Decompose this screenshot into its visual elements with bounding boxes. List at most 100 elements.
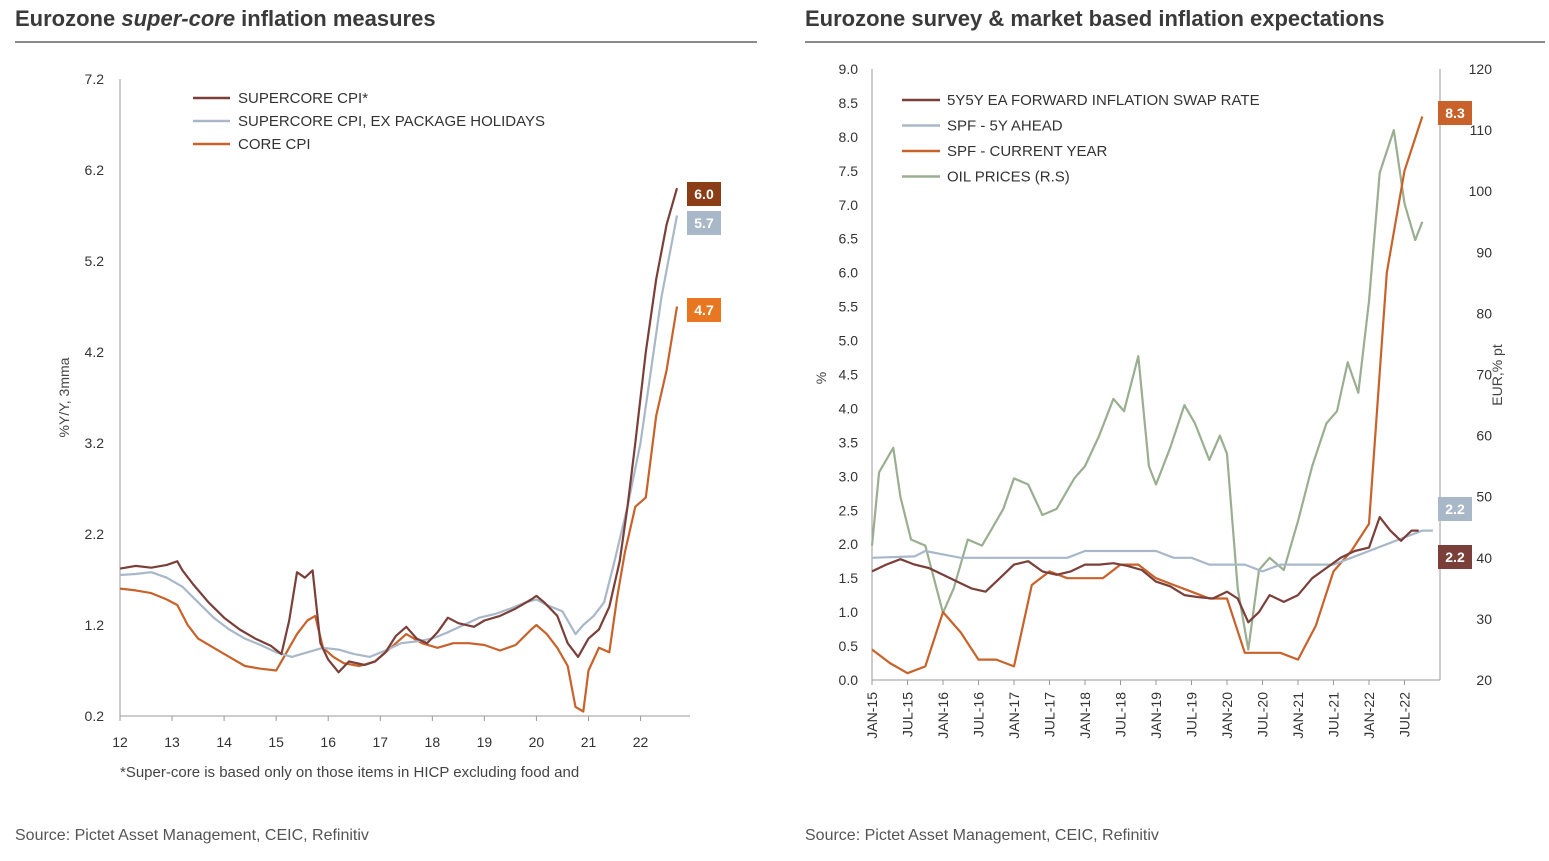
y2-tick-label: 100 bbox=[1469, 183, 1493, 199]
series-line-oil-prices-r-s bbox=[870, 129, 1424, 651]
y-tick-label: 9.0 bbox=[839, 61, 859, 77]
legend-label-spf-5y-ahead: SPF - 5Y AHEAD bbox=[947, 118, 1063, 135]
left-chart-title: Eurozone super-core inflation measures bbox=[15, 6, 436, 31]
y-tick-label: 8.0 bbox=[839, 129, 859, 145]
end-label-5y5y-ea-forward-inflation-swap-rate: 2.2 bbox=[1445, 549, 1465, 565]
x-tick-label: JAN-22 bbox=[1361, 692, 1377, 739]
y2-tick-label: 120 bbox=[1469, 61, 1493, 77]
legend-label-core-cpi: CORE CPI bbox=[238, 136, 311, 153]
end-label-spf-current-year: 8.3 bbox=[1445, 105, 1465, 121]
right-chart-title: Eurozone survey & market based inflation… bbox=[805, 6, 1385, 31]
end-label-supercore-cpi-box bbox=[687, 182, 721, 206]
y-tick-label: 4.2 bbox=[85, 344, 105, 360]
y-tick-label: 2.0 bbox=[839, 536, 859, 552]
series-line-core-cpi bbox=[119, 306, 679, 713]
y-tick-label: 0.5 bbox=[839, 638, 859, 654]
left-title-rule bbox=[15, 41, 757, 43]
x-tick-label: 12 bbox=[112, 734, 128, 750]
x-tick-label: 14 bbox=[216, 734, 232, 750]
series-line-supercore-cpi bbox=[119, 187, 679, 674]
y-tick-label: 1.5 bbox=[839, 570, 859, 586]
end-label-spf-5y-ahead: 2.2 bbox=[1445, 501, 1465, 517]
series-line-spf-5y-ahead bbox=[871, 529, 1433, 573]
series-line-spf-current-year bbox=[871, 116, 1424, 675]
y-tick-label: 6.5 bbox=[839, 231, 859, 247]
y-tick-label: 2.2 bbox=[85, 526, 105, 542]
y-tick-label: 2.5 bbox=[839, 502, 859, 518]
end-label-spf-5y-ahead-box bbox=[1438, 497, 1472, 521]
x-tick-label: 17 bbox=[372, 734, 388, 750]
y-tick-label: 5.2 bbox=[85, 253, 105, 269]
end-label-spf-current-year-box bbox=[1438, 101, 1472, 125]
y-tick-label: 5.0 bbox=[839, 333, 859, 349]
left-chart: 0.2 1.2 2.2 3.2 4.2 5.2 6.2 7.2 12 13 14 15 16 17 18 19… bbox=[56, 71, 721, 750]
y-tick-label: 3.0 bbox=[839, 468, 859, 484]
left-footnote: *Super-core is based only on those items… bbox=[120, 764, 580, 781]
y-tick-label: 7.0 bbox=[839, 197, 859, 213]
y2-tick-label: 80 bbox=[1476, 305, 1492, 321]
left-panel: Eurozone super-core inflation measures 0… bbox=[0, 0, 770, 861]
y-tick-label: 4.5 bbox=[839, 367, 859, 383]
end-label-core-cpi-box bbox=[687, 298, 721, 322]
x-tick-label: JAN-21 bbox=[1290, 692, 1306, 739]
y-tick-label: 8.5 bbox=[839, 95, 859, 111]
end-label-supercore-cpi-ex-package-holidays-box bbox=[687, 211, 721, 235]
end-label-5y5y-ea-forward-inflation-swap-rate-box bbox=[1438, 545, 1472, 569]
y-axis-label: %Y/Y, 3mma bbox=[56, 357, 72, 437]
end-label-core-cpi: 4.7 bbox=[694, 302, 714, 318]
y-tick-label: 7.5 bbox=[839, 163, 859, 179]
x-tick-label: 15 bbox=[268, 734, 284, 750]
y-tick-label: 1.2 bbox=[85, 617, 105, 633]
x-tick-label: JAN-17 bbox=[1006, 692, 1022, 739]
x-tick-label: JUL-20 bbox=[1255, 692, 1271, 737]
y-tick-label: 3.2 bbox=[85, 435, 105, 451]
x-tick-label: JAN-18 bbox=[1077, 692, 1093, 739]
y2-tick-label: 50 bbox=[1476, 489, 1492, 505]
y2-tick-label: 70 bbox=[1476, 367, 1492, 383]
y-tick-label: 4.0 bbox=[839, 400, 859, 416]
y-tick-label: 1.0 bbox=[839, 604, 859, 620]
x-tick-label: JUL-15 bbox=[900, 692, 916, 737]
y-tick-label: 6.0 bbox=[839, 265, 859, 281]
x-tick-label: JAN-15 bbox=[864, 692, 880, 739]
y2-axis-label: EUR,% pt bbox=[1489, 344, 1505, 406]
x-tick-label: JUL-21 bbox=[1326, 692, 1342, 737]
series-line-supercore-cpi-ex-package-holidays bbox=[119, 215, 679, 658]
legend-label-5y5y-ea-forward-inflation-swap-rate: 5Y5Y EA FORWARD INFLATION SWAP RATE bbox=[947, 92, 1260, 109]
y2-tick-label: 30 bbox=[1476, 611, 1492, 627]
x-tick-label: 20 bbox=[529, 734, 545, 750]
y2-tick-label: 60 bbox=[1476, 428, 1492, 444]
y-tick-label: 6.2 bbox=[85, 162, 105, 178]
y2-tick-label: 20 bbox=[1476, 672, 1492, 688]
series-line-5y5y-ea-forward-inflation-swap-rate bbox=[871, 516, 1419, 624]
x-tick-label: JUL-18 bbox=[1113, 692, 1129, 737]
x-tick-label: JUL-17 bbox=[1042, 692, 1058, 737]
y2-tick-label: 40 bbox=[1476, 550, 1492, 566]
x-tick-label: JAN-19 bbox=[1148, 692, 1164, 739]
x-tick-label: 18 bbox=[425, 734, 441, 750]
end-label-supercore-cpi: 6.0 bbox=[694, 186, 714, 202]
y-tick-label: 0.0 bbox=[839, 672, 859, 688]
legend-label-supercore-cpi-ex-package-holidays: SUPERCORE CPI, EX PACKAGE HOLIDAYS bbox=[238, 113, 545, 130]
right-panel: Eurozone survey & market based inflation… bbox=[790, 0, 1549, 861]
x-tick-label: 22 bbox=[633, 734, 649, 750]
y-tick-label: 7.2 bbox=[85, 71, 105, 87]
x-tick-label: 13 bbox=[164, 734, 180, 750]
legend-label-oil-prices-r-s: OIL PRICES (R.S) bbox=[947, 169, 1070, 186]
x-tick-label: JAN-20 bbox=[1219, 692, 1235, 739]
right-source: Source: Pictet Asset Management, CEIC, R… bbox=[805, 827, 1159, 844]
y-tick-label: 0.2 bbox=[85, 708, 105, 724]
x-tick-label: 16 bbox=[320, 734, 336, 750]
x-tick-label: 21 bbox=[581, 734, 597, 750]
y-tick-label: 5.5 bbox=[839, 299, 859, 315]
x-tick-label: JUL-19 bbox=[1184, 692, 1200, 737]
x-tick-label: JUL-22 bbox=[1397, 692, 1413, 737]
right-title-rule bbox=[805, 41, 1545, 43]
y-axis-label: % bbox=[813, 372, 829, 384]
y2-tick-label: 110 bbox=[1470, 122, 1493, 138]
y2-tick-label: 90 bbox=[1476, 244, 1492, 260]
legend-label-spf-current-year: SPF - CURRENT YEAR bbox=[947, 143, 1107, 160]
x-tick-label: JAN-16 bbox=[935, 692, 951, 739]
legend-label-supercore-cpi: SUPERCORE CPI* bbox=[238, 90, 368, 107]
x-tick-label: 19 bbox=[477, 734, 493, 750]
